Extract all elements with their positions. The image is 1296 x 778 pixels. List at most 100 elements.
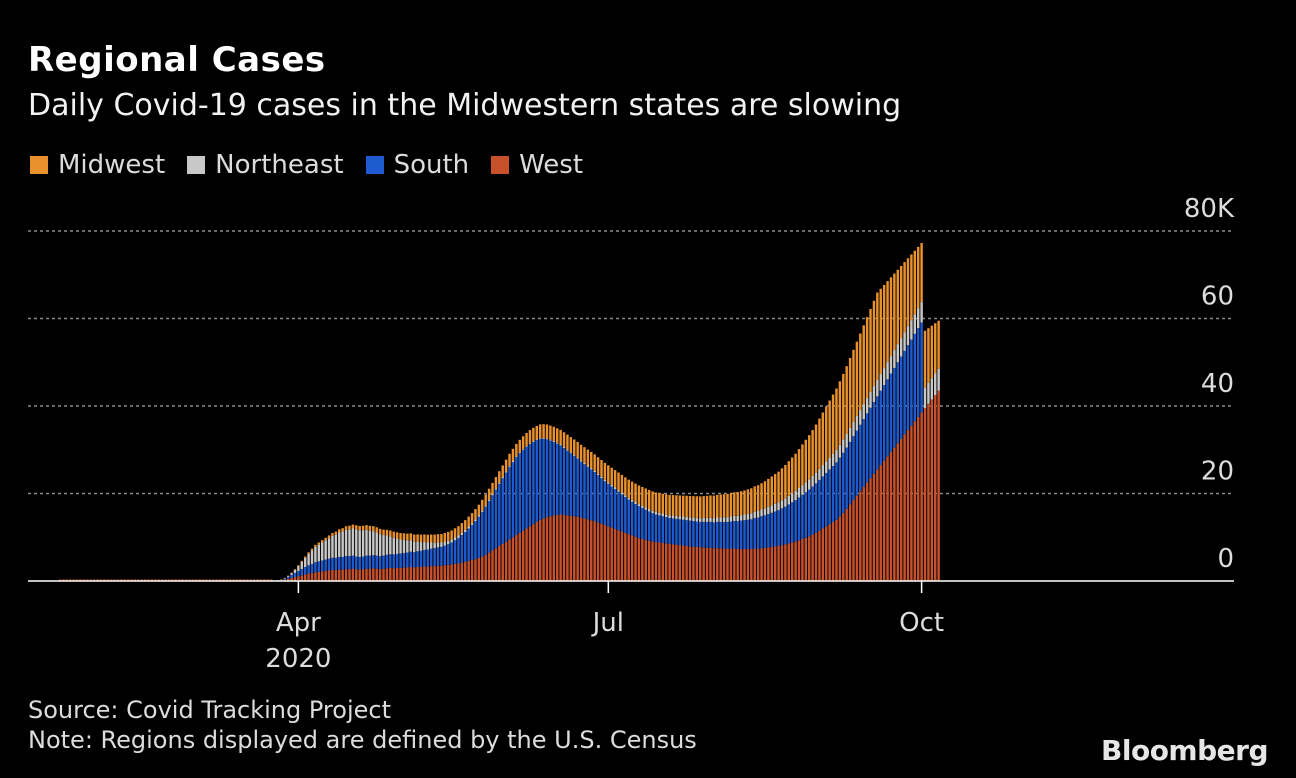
bar-segment-northeast [889, 356, 893, 374]
bar-segment-northeast [382, 535, 385, 556]
bar-segment-midwest [280, 579, 283, 581]
bar-segment-midwest [569, 437, 573, 453]
bar-segment-south [358, 556, 361, 570]
bar-segment-midwest [399, 533, 402, 540]
bar-segment-midwest [532, 427, 535, 441]
bar-segment-northeast [630, 499, 634, 502]
bar-segment-west [324, 570, 327, 581]
bar-segment-west [930, 399, 934, 581]
bar-segment-south [889, 373, 893, 452]
bar-segment-south [641, 507, 644, 539]
bar-segment-midwest [654, 492, 658, 512]
bar-segment-midwest [664, 494, 668, 515]
bar-segment-northeast [562, 447, 566, 448]
bar-segment-northeast [341, 531, 344, 557]
bar-segment-south [756, 517, 760, 549]
bar-segment-northeast [532, 441, 535, 442]
bar-segment-midwest [361, 525, 365, 531]
bar-segment-midwest [746, 489, 750, 514]
bar-segment-northeast [504, 471, 508, 473]
bar-segment-south [392, 554, 395, 569]
bar-segment-northeast [736, 515, 739, 522]
bloomberg-logo: Bloomberg [1101, 734, 1268, 767]
bar-segment-northeast [705, 517, 709, 522]
bar-segment-midwest [733, 492, 736, 516]
bar-segment-south [368, 555, 372, 569]
bar-segment-west [321, 571, 324, 582]
bar-segment-west [436, 565, 440, 581]
bar-segment-south [334, 557, 338, 571]
bar-segment-west [297, 576, 300, 581]
bar-segment-west [453, 563, 457, 581]
bar-segment-midwest [324, 537, 327, 541]
bar-segment-northeast [603, 479, 607, 482]
bar-segment-northeast [668, 515, 671, 518]
bar-segment-west [593, 521, 596, 581]
bar-segment-west [450, 564, 453, 582]
bar-segment-midwest [651, 491, 654, 511]
bar-segment-midwest [375, 527, 378, 533]
bar-segment-west [842, 512, 845, 581]
bar-segment-midwest [555, 428, 559, 443]
bar-segment-south [903, 350, 906, 435]
bar-segment-northeast [855, 416, 859, 431]
bar-series [58, 243, 940, 582]
bar-segment-midwest [372, 526, 375, 532]
bar-segment-midwest [433, 534, 436, 543]
bar-segment-south [780, 508, 784, 546]
bar-segment-northeast [831, 453, 835, 466]
bar-segment-south [872, 402, 876, 474]
bar-segment-south [910, 339, 913, 426]
bar-segment-west [372, 568, 375, 581]
y-tick-label: 40 [1201, 369, 1234, 399]
bar-segment-south [664, 517, 668, 544]
bar-segment-midwest [624, 477, 627, 496]
bar-segment-west [647, 540, 651, 581]
bar-segment-midwest [583, 447, 586, 463]
bar-segment-midwest [750, 488, 753, 514]
bar-segment-midwest [477, 504, 481, 516]
bar-segment-northeast [596, 473, 600, 476]
bar-segment-south [685, 520, 688, 546]
y-tick-label: 60 [1201, 282, 1234, 312]
bar-segment-midwest [429, 534, 433, 543]
bar-segment-south [348, 556, 351, 570]
bar-segment-west [876, 469, 879, 581]
bar-segment-west [596, 522, 600, 582]
bar-segment-west [685, 546, 688, 581]
bar-segment-west [549, 516, 552, 581]
bar-segment-midwest [831, 394, 835, 454]
bar-segment-midwest [658, 493, 661, 513]
bar-segment-midwest [692, 496, 695, 518]
bar-segment-south [293, 572, 297, 578]
bar-segment-midwest [351, 524, 355, 529]
x-tick-sublabel: 2020 [265, 644, 331, 674]
bar-segment-midwest [395, 532, 399, 539]
bar-segment-south [327, 558, 331, 571]
bar-segment-northeast [756, 511, 760, 518]
bar-segment-south [654, 514, 658, 543]
bar-segment-midwest [494, 477, 498, 489]
bar-segment-northeast [307, 553, 310, 566]
bar-segment-west [487, 552, 491, 581]
bar-segment-northeast [429, 542, 433, 549]
bar-segment-south [777, 510, 780, 547]
bar-segment-south [528, 444, 532, 527]
bar-segment-midwest [365, 525, 368, 530]
bar-segment-northeast [314, 546, 317, 563]
y-tick-label: 20 [1201, 457, 1234, 487]
chart-subtitle: Daily Covid-19 cases in the Midwestern s… [28, 88, 902, 123]
bar-segment-northeast [743, 514, 746, 521]
bar-segment-west [811, 534, 814, 582]
bar-segment-south [801, 494, 804, 539]
bar-segment-south [794, 500, 797, 542]
bar-segment-west [317, 571, 321, 581]
bar-segment-south [290, 574, 293, 578]
y-axis-labels: 0 20 40 60 80K [1184, 194, 1235, 574]
bar-segment-south [678, 519, 682, 546]
bar-segment-west [447, 564, 450, 581]
bar-segment-south [828, 469, 831, 525]
bar-segment-west [838, 516, 842, 581]
bar-segment-south [409, 551, 412, 567]
bar-segment-west [460, 562, 464, 582]
